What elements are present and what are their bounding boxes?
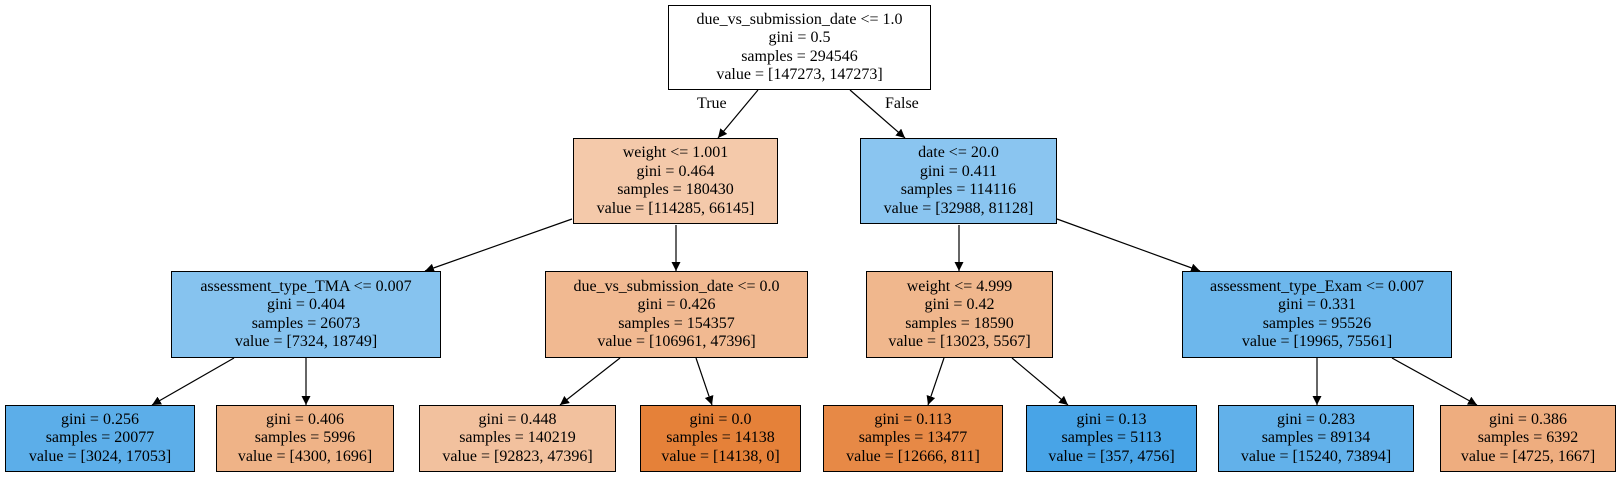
leaf-node: gini = 0.406 samples = 5996 value = [430… bbox=[216, 405, 394, 472]
node-value: value = [4725, 1667] bbox=[1460, 447, 1596, 465]
node-samples: samples = 5996 bbox=[254, 429, 356, 447]
node-value: value = [3024, 17053] bbox=[28, 447, 172, 465]
node-gini: gini = 0.464 bbox=[636, 162, 715, 180]
node-gini: gini = 0.386 bbox=[1489, 410, 1567, 428]
node-split-rule: assessment_type_TMA <= 0.007 bbox=[200, 277, 412, 295]
root-node: due_vs_submission_date <= 1.0 gini = 0.5… bbox=[668, 5, 931, 90]
false-edge-label: False bbox=[885, 95, 919, 112]
node-samples: samples = 20077 bbox=[45, 429, 155, 447]
node-gini: gini = 0.404 bbox=[267, 296, 345, 313]
leaf-node: gini = 0.386 samples = 6392 value = [472… bbox=[1440, 405, 1616, 472]
node-samples: samples = 154357 bbox=[618, 314, 735, 332]
tree-node: date <= 20.0 gini = 0.411 samples = 1141… bbox=[860, 138, 1057, 224]
node-split-rule: weight <= 1.001 bbox=[622, 144, 729, 161]
node-value: value = [92823, 47396] bbox=[442, 447, 593, 465]
node-samples: samples = 6392 bbox=[1477, 429, 1579, 447]
node-value: value = [106961, 47396] bbox=[597, 333, 756, 350]
edge-n0-n2 bbox=[849, 89, 906, 139]
node-samples: samples = 114116 bbox=[900, 181, 1017, 198]
node-gini: gini = 0.256 bbox=[61, 410, 139, 428]
edge-n1-n3 bbox=[424, 218, 573, 273]
node-value: value = [14138, 0] bbox=[661, 447, 780, 465]
node-gini: gini = 0.13 bbox=[1076, 410, 1147, 428]
node-value: value = [12666, 811] bbox=[846, 447, 980, 465]
node-split-rule: due_vs_submission_date <= 1.0 bbox=[696, 10, 903, 28]
node-gini: gini = 0.331 bbox=[1278, 296, 1356, 313]
node-gini: gini = 0.0 bbox=[689, 410, 752, 428]
tree-node: assessment_type_TMA <= 0.007 gini = 0.40… bbox=[171, 271, 441, 358]
node-gini: gini = 0.406 bbox=[266, 410, 344, 428]
node-samples: samples = 14138 bbox=[666, 429, 775, 447]
edge-n2-n6 bbox=[1056, 218, 1201, 273]
leaf-node: gini = 0.13 samples = 5113 value = [357,… bbox=[1026, 405, 1197, 472]
node-value: value = [13023, 5567] bbox=[888, 333, 1031, 350]
leaf-node: gini = 0.256 samples = 20077 value = [30… bbox=[5, 405, 195, 472]
true-edge-label: True bbox=[697, 95, 727, 112]
node-gini: gini = 0.113 bbox=[874, 410, 952, 428]
node-value: value = [114285, 66145] bbox=[596, 199, 755, 217]
node-gini: gini = 0.283 bbox=[1277, 410, 1355, 428]
tree-node: weight <= 1.001 gini = 0.464 samples = 1… bbox=[573, 138, 778, 224]
leaf-node: gini = 0.283 samples = 89134 value = [15… bbox=[1218, 405, 1414, 472]
node-split-rule: due_vs_submission_date <= 0.0 bbox=[573, 277, 780, 295]
node-split-rule: date <= 20.0 bbox=[918, 144, 999, 161]
edge-n4-n9 bbox=[559, 357, 621, 406]
node-value: value = [19965, 75561] bbox=[1241, 333, 1393, 350]
node-value: value = [15240, 73894] bbox=[1240, 447, 1392, 465]
node-samples: samples = 180430 bbox=[617, 181, 734, 198]
node-samples: samples = 26073 bbox=[251, 314, 361, 332]
tree-node: assessment_type_Exam <= 0.007 gini = 0.3… bbox=[1182, 271, 1452, 358]
edge-n0-n1 bbox=[717, 89, 759, 139]
node-value: value = [147273, 147273] bbox=[716, 66, 883, 83]
leaf-node: gini = 0.448 samples = 140219 value = [9… bbox=[419, 405, 616, 472]
node-samples: samples = 13477 bbox=[858, 429, 968, 447]
edge-n3-n7 bbox=[151, 357, 235, 406]
node-split-rule: assessment_type_Exam <= 0.007 bbox=[1209, 277, 1424, 295]
leaf-node: gini = 0.0 samples = 14138 value = [1413… bbox=[640, 405, 801, 472]
node-split-rule: weight <= 4.999 bbox=[906, 277, 1013, 295]
node-gini: gini = 0.5 bbox=[768, 29, 831, 46]
node-gini: gini = 0.42 bbox=[924, 296, 995, 313]
node-samples: samples = 89134 bbox=[1261, 429, 1371, 447]
tree-node: weight <= 4.999 gini = 0.42 samples = 18… bbox=[866, 271, 1053, 358]
node-value: value = [4300, 1696] bbox=[237, 447, 373, 465]
edge-n5-n11 bbox=[926, 357, 945, 406]
edge-n5-n12 bbox=[1011, 357, 1069, 406]
node-samples: samples = 294546 bbox=[741, 47, 858, 65]
edge-n4-n10 bbox=[695, 357, 714, 406]
leaf-node: gini = 0.113 samples = 13477 value = [12… bbox=[823, 405, 1003, 472]
node-samples: samples = 140219 bbox=[459, 429, 576, 447]
node-samples: samples = 18590 bbox=[905, 314, 1014, 332]
node-gini: gini = 0.411 bbox=[919, 162, 998, 180]
node-value: value = [7324, 18749] bbox=[234, 333, 378, 350]
node-samples: samples = 95526 bbox=[1262, 314, 1372, 332]
node-value: value = [357, 4756] bbox=[1048, 447, 1175, 465]
node-samples: samples = 5113 bbox=[1061, 429, 1162, 447]
tree-node: due_vs_submission_date <= 0.0 gini = 0.4… bbox=[545, 271, 808, 358]
node-gini: gini = 0.448 bbox=[478, 410, 557, 428]
node-gini: gini = 0.426 bbox=[637, 296, 716, 313]
edge-n6-n14 bbox=[1391, 357, 1478, 406]
node-value: value = [32988, 81128] bbox=[883, 199, 1034, 217]
